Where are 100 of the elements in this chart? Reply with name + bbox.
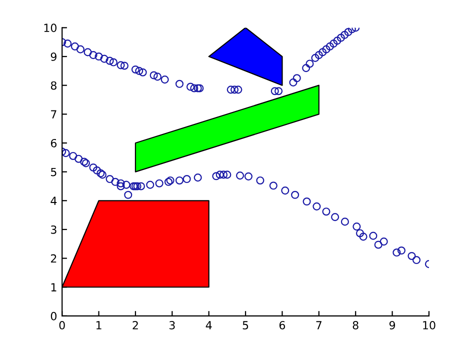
point	[194, 84, 202, 92]
point	[122, 180, 130, 189]
point	[116, 61, 125, 70]
point	[380, 238, 388, 246]
point	[311, 54, 320, 62]
point	[226, 86, 235, 94]
y-tick-label: 2	[50, 254, 56, 263]
point	[160, 76, 169, 84]
point	[392, 248, 401, 257]
point	[116, 179, 125, 188]
point	[352, 222, 361, 231]
point	[340, 218, 349, 226]
point	[333, 36, 342, 45]
point	[374, 240, 382, 249]
y-tick-label: 1	[51, 283, 56, 292]
x-tick-label: 8	[352, 321, 358, 330]
point	[74, 154, 83, 163]
point	[270, 87, 279, 96]
x-tick-label: 3	[169, 321, 175, 330]
point	[223, 170, 232, 179]
point	[292, 74, 301, 82]
x-tick-label: 4	[206, 321, 212, 330]
point	[281, 186, 290, 195]
point	[153, 72, 162, 81]
y-tick-label: 5	[51, 168, 56, 176]
point	[369, 232, 378, 240]
point	[106, 175, 114, 184]
point	[109, 58, 118, 66]
point	[322, 208, 330, 216]
point	[412, 256, 421, 264]
y-tick-label: 8	[50, 81, 56, 90]
point	[62, 149, 70, 158]
point	[116, 182, 125, 190]
point	[344, 28, 352, 36]
point	[138, 68, 147, 76]
point	[175, 176, 184, 184]
point	[219, 170, 228, 179]
x-tick-label: 2	[132, 321, 138, 330]
point	[289, 78, 298, 86]
x-tick-label: 9	[389, 321, 396, 330]
y-tick-label: 4	[50, 196, 57, 205]
point	[94, 52, 103, 61]
point	[111, 178, 120, 186]
point	[256, 176, 264, 184]
point	[84, 48, 92, 56]
y-tick-label: 7	[51, 110, 56, 118]
point	[322, 45, 330, 54]
point	[89, 163, 98, 172]
point	[408, 252, 416, 260]
point	[190, 84, 198, 92]
point	[194, 174, 202, 182]
point	[236, 172, 244, 180]
point	[92, 166, 101, 174]
point	[155, 179, 164, 188]
point	[312, 202, 321, 210]
point	[306, 60, 314, 68]
y-tick-label: 9	[50, 52, 56, 61]
point	[302, 64, 310, 72]
point	[166, 176, 174, 184]
point	[175, 80, 184, 88]
point	[89, 51, 98, 60]
point	[135, 66, 144, 75]
point	[133, 182, 142, 190]
point	[331, 213, 340, 222]
x-tick-label: 5	[242, 321, 248, 330]
point	[146, 180, 154, 189]
point	[186, 82, 195, 91]
point	[330, 40, 338, 48]
point	[216, 170, 224, 179]
point	[269, 182, 278, 190]
point	[76, 45, 84, 54]
point	[70, 42, 79, 50]
x-tick-label: 10	[423, 321, 436, 330]
point	[64, 40, 72, 48]
point	[359, 232, 368, 241]
point	[314, 51, 323, 60]
y-tick-label: 3	[51, 225, 56, 234]
point	[69, 152, 78, 160]
point	[302, 197, 311, 206]
x-tick-label: 7	[316, 321, 322, 330]
point	[318, 48, 327, 56]
y-tick-label: 6	[50, 138, 57, 148]
point	[196, 84, 204, 92]
point	[348, 28, 356, 34]
point	[124, 190, 132, 199]
point	[326, 42, 334, 50]
point	[356, 229, 364, 238]
point	[131, 65, 140, 74]
point	[291, 190, 300, 199]
y-tick-label: 0	[50, 312, 56, 320]
point	[120, 62, 128, 70]
point	[150, 71, 158, 80]
point	[212, 172, 220, 180]
point	[164, 178, 173, 186]
y-tick-label: 10	[44, 24, 56, 32]
point	[100, 54, 108, 63]
point	[182, 175, 191, 184]
point	[106, 56, 114, 65]
point	[336, 34, 345, 42]
point	[397, 246, 406, 255]
